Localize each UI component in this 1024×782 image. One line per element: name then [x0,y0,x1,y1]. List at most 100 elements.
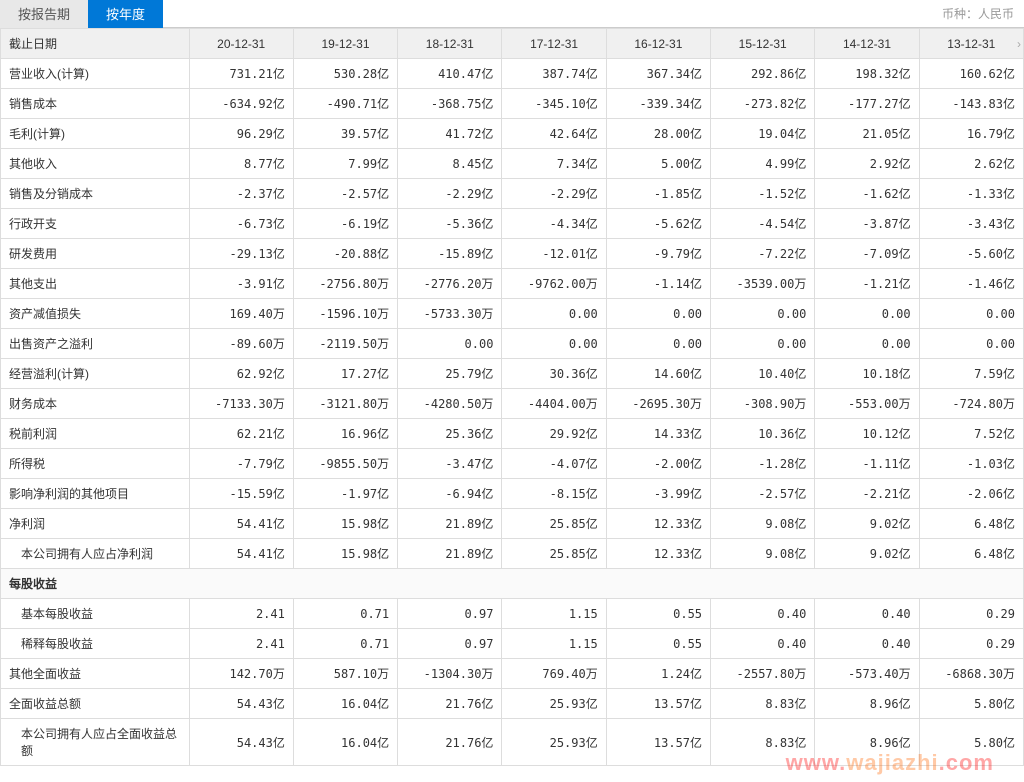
row-label: 所得税 [1,449,190,479]
cell-value: 10.40亿 [711,359,815,389]
cell-value: 160.62亿 [919,59,1023,89]
cell-value: 9.08亿 [711,509,815,539]
cell-value: 19.04亿 [711,119,815,149]
cell-value: -1.85亿 [606,179,710,209]
cell-value: 21.76亿 [398,719,502,766]
tab-by-report[interactable]: 按报告期 [0,0,88,28]
cell-value: 142.70万 [189,659,293,689]
cell-value: 7.59亿 [919,359,1023,389]
table-row: 影响净利润的其他项目-15.59亿-1.97亿-6.94亿-8.15亿-3.99… [1,479,1024,509]
cell-value: -2.00亿 [606,449,710,479]
cell-value: 387.74亿 [502,59,606,89]
table-header-row: 截止日期 20-12-3119-12-3118-12-3117-12-3116-… [1,29,1024,59]
cell-value: 25.93亿 [502,689,606,719]
cell-value: -1.33亿 [919,179,1023,209]
cell-value: -2695.30万 [606,389,710,419]
cell-value: 7.34亿 [502,149,606,179]
cell-value: -2119.50万 [293,329,397,359]
cell-value: -4404.00万 [502,389,606,419]
cell-value: 8.77亿 [189,149,293,179]
section-label: 每股收益 [1,569,1024,599]
cell-value: 198.32亿 [815,59,919,89]
cell-value: -2.29亿 [398,179,502,209]
cell-value: -553.00万 [815,389,919,419]
cell-value: -573.40万 [815,659,919,689]
cell-value: 10.36亿 [711,419,815,449]
cell-value: 13.57亿 [606,689,710,719]
table-row: 资产减值损失169.40万-1596.10万-5733.30万0.000.000… [1,299,1024,329]
table-row: 基本每股收益2.410.710.971.150.550.400.400.29 [1,599,1024,629]
cell-value: 0.40 [815,629,919,659]
table-row: 经营溢利(计算)62.92亿17.27亿25.79亿30.36亿14.60亿10… [1,359,1024,389]
cell-value: -345.10亿 [502,89,606,119]
row-label: 研发费用 [1,239,190,269]
cell-value: 14.33亿 [606,419,710,449]
column-header: 19-12-31 [293,29,397,59]
cell-value: 13.57亿 [606,719,710,766]
table-row: 所得税-7.79亿-9855.50万-3.47亿-4.07亿-2.00亿-1.2… [1,449,1024,479]
cell-value: -308.90万 [711,389,815,419]
cell-value: 0.55 [606,599,710,629]
tab-bar: 按报告期 按年度 币种：人民币 [0,0,1024,28]
cell-value: 587.10万 [293,659,397,689]
cell-value: 0.97 [398,629,502,659]
cell-value: 1.15 [502,629,606,659]
cell-value: 12.33亿 [606,509,710,539]
cell-value: -5733.30万 [398,299,502,329]
cell-value: 0.71 [293,629,397,659]
cell-value: 54.43亿 [189,689,293,719]
cell-value: -29.13亿 [189,239,293,269]
cell-value: -2.06亿 [919,479,1023,509]
cell-value: 25.93亿 [502,719,606,766]
cell-value: -2.57亿 [293,179,397,209]
cell-value: 54.41亿 [189,539,293,569]
cell-value: 0.97 [398,599,502,629]
cell-value: -724.80万 [919,389,1023,419]
tab-by-year[interactable]: 按年度 [88,0,163,28]
cell-value: -1.28亿 [711,449,815,479]
cell-value: 5.80亿 [919,719,1023,766]
cell-value: 169.40万 [189,299,293,329]
cell-value: -1.46亿 [919,269,1023,299]
cell-value: 0.00 [502,299,606,329]
cell-value: 21.76亿 [398,689,502,719]
table-row: 税前利润62.21亿16.96亿25.36亿29.92亿14.33亿10.36亿… [1,419,1024,449]
cell-value: 0.00 [711,329,815,359]
cell-value: -2.21亿 [815,479,919,509]
cell-value: -4.54亿 [711,209,815,239]
table-row: 其他收入8.77亿7.99亿8.45亿7.34亿5.00亿4.99亿2.92亿2… [1,149,1024,179]
row-label: 出售资产之溢利 [1,329,190,359]
cell-value: -20.88亿 [293,239,397,269]
cell-value: -9855.50万 [293,449,397,479]
cell-value: 4.99亿 [711,149,815,179]
cell-value: 0.40 [815,599,919,629]
cell-value: 10.18亿 [815,359,919,389]
cell-value: 0.00 [606,299,710,329]
cell-value: -1.14亿 [606,269,710,299]
cell-value: -9762.00万 [502,269,606,299]
table-row: 净利润54.41亿15.98亿21.89亿25.85亿12.33亿9.08亿9.… [1,509,1024,539]
table-row: 销售成本-634.92亿-490.71亿-368.75亿-345.10亿-339… [1,89,1024,119]
cell-value: -6868.30万 [919,659,1023,689]
cell-value: 0.00 [919,329,1023,359]
cell-value: 0.29 [919,599,1023,629]
table-row: 每股收益 [1,569,1024,599]
cell-value: 9.02亿 [815,509,919,539]
cell-value: -6.73亿 [189,209,293,239]
cell-value: 16.79亿 [919,119,1023,149]
cell-value: 16.04亿 [293,689,397,719]
cell-value: 30.36亿 [502,359,606,389]
row-label: 销售及分销成本 [1,179,190,209]
cell-value: -9.79亿 [606,239,710,269]
cell-value: -1.97亿 [293,479,397,509]
table-row: 本公司拥有人应占全面收益总额54.43亿16.04亿21.76亿25.93亿13… [1,719,1024,766]
cell-value: -1.11亿 [815,449,919,479]
cell-value: 2.41 [189,599,293,629]
cell-value: -3.99亿 [606,479,710,509]
cell-value: 16.04亿 [293,719,397,766]
column-header: 13-12-31 [919,29,1023,59]
cell-value: 42.64亿 [502,119,606,149]
cell-value: -1.52亿 [711,179,815,209]
cell-value: 7.99亿 [293,149,397,179]
table-row: 稀释每股收益2.410.710.971.150.550.400.400.29 [1,629,1024,659]
